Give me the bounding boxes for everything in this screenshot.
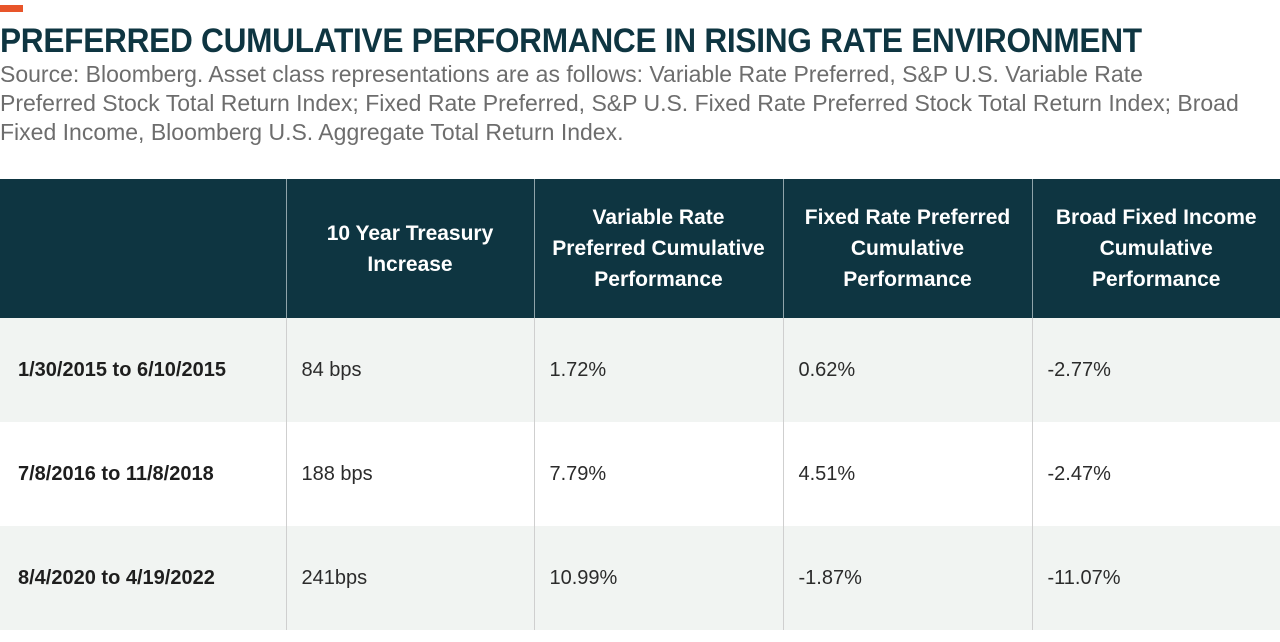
treasury-increase-cell: 241bps — [285, 526, 534, 630]
fixed-rate-cell: 4.51% — [782, 422, 1032, 526]
period-cell: 8/4/2020 to 4/19/2022 — [0, 526, 286, 630]
variable-rate-cell: 1.72% — [533, 318, 783, 422]
header-variable-rate: Variable Rate Preferred Cumulative Perfo… — [533, 179, 783, 318]
variable-rate-cell: 10.99% — [533, 526, 783, 630]
table-row: 1/30/2015 to 6/10/2015 84 bps 1.72% 0.62… — [0, 318, 1280, 422]
fixed-rate-cell: -1.87% — [782, 526, 1032, 630]
fixed-rate-cell: 0.62% — [782, 318, 1032, 422]
period-cell: 1/30/2015 to 6/10/2015 — [0, 318, 286, 422]
header-broad-fixed-income: Broad Fixed Income Cumulative Performanc… — [1031, 179, 1280, 318]
performance-table: 10 Year Treasury Increase Variable Rate … — [0, 179, 1280, 630]
header-row: 10 Year Treasury Increase Variable Rate … — [0, 179, 1280, 318]
broad-fixed-income-cell: -2.47% — [1031, 422, 1280, 526]
header-fixed-rate: Fixed Rate Preferred Cumulative Performa… — [782, 179, 1032, 318]
period-cell: 7/8/2016 to 11/8/2018 — [0, 422, 286, 526]
broad-fixed-income-cell: -2.77% — [1031, 318, 1280, 422]
header-period — [0, 179, 286, 318]
accent-bar — [0, 5, 23, 12]
table-row: 7/8/2016 to 11/8/2018 188 bps 7.79% 4.51… — [0, 422, 1280, 526]
table-row: 8/4/2020 to 4/19/2022 241bps 10.99% -1.8… — [0, 526, 1280, 630]
source-note: Source: Bloomberg. Asset class represent… — [0, 61, 1239, 145]
variable-rate-cell: 7.79% — [533, 422, 783, 526]
treasury-increase-cell: 188 bps — [285, 422, 534, 526]
page-title: PREFERRED CUMULATIVE PERFORMANCE IN RISI… — [0, 22, 1142, 60]
treasury-increase-cell: 84 bps — [285, 318, 534, 422]
header-treasury-increase: 10 Year Treasury Increase — [285, 179, 534, 318]
broad-fixed-income-cell: -11.07% — [1031, 526, 1280, 630]
